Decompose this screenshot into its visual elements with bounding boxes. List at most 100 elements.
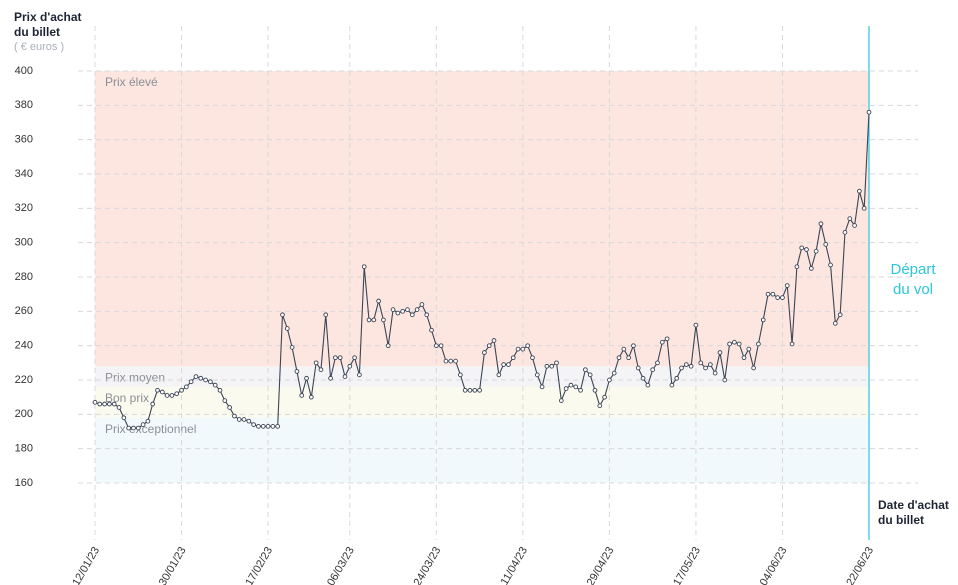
price-point	[669, 382, 675, 388]
price-point	[746, 346, 752, 352]
price-point	[756, 341, 761, 347]
price-point	[227, 405, 232, 410]
price-point	[111, 401, 117, 407]
price-point	[659, 339, 665, 345]
price-point	[289, 345, 295, 350]
price-point	[347, 363, 353, 369]
band-label: Prix moyen	[105, 370, 165, 384]
band-label: Prix exceptionnel	[105, 422, 196, 436]
price-point	[419, 302, 425, 307]
price-point	[832, 321, 838, 326]
price-point	[587, 372, 593, 378]
price-point	[390, 307, 396, 312]
price-point	[655, 360, 660, 366]
price-point	[544, 363, 550, 369]
x-tick-label: 17/05/23	[671, 545, 703, 585]
price-point	[270, 424, 276, 429]
price-point	[698, 360, 704, 366]
price-point	[784, 283, 790, 288]
price-point	[183, 384, 189, 390]
x-tick-label: 04/06/23	[758, 545, 790, 585]
price-point	[381, 317, 386, 323]
price-point	[573, 384, 579, 390]
price-point	[635, 365, 641, 371]
price-point	[284, 326, 290, 331]
bands: Prix élevé Prix moyen Bon prix Prix excepti…	[95, 71, 869, 483]
price-point	[251, 422, 256, 427]
price-point	[299, 393, 305, 398]
price-point	[448, 358, 454, 364]
price-point	[405, 307, 410, 312]
price-point	[842, 230, 848, 235]
price-point	[318, 367, 324, 373]
price-point	[775, 295, 781, 300]
price-point	[92, 399, 98, 405]
price-point	[794, 264, 800, 270]
price-point	[126, 425, 132, 431]
price-point	[328, 375, 333, 381]
y-axis-unit: ( € euros )	[14, 41, 64, 53]
price-point	[563, 386, 569, 391]
y-tick-label: 160	[15, 477, 33, 489]
price-point	[501, 362, 506, 367]
annotation: Départ	[890, 261, 936, 278]
price-point	[741, 355, 747, 361]
price-point	[631, 343, 636, 349]
price-point	[371, 317, 377, 323]
price-point	[496, 372, 502, 378]
price-point	[549, 363, 555, 369]
price-point	[462, 387, 468, 393]
price-point	[857, 188, 862, 194]
price-point	[712, 370, 718, 376]
price-point	[539, 384, 545, 390]
price-point	[554, 360, 559, 366]
x-tick-label: 30/01/23	[157, 545, 189, 585]
price-point	[304, 375, 309, 381]
price-point	[458, 372, 463, 378]
price-point	[583, 367, 588, 373]
price-point	[145, 418, 151, 424]
y-tick-label: 320	[15, 202, 33, 214]
band	[95, 71, 869, 367]
price-point	[164, 393, 170, 398]
price-point	[847, 216, 853, 221]
price-point	[366, 317, 372, 323]
price-point	[241, 417, 247, 422]
price-point	[621, 346, 627, 352]
price-point	[515, 346, 521, 352]
price-point	[491, 338, 497, 343]
y-tick-label: 220	[15, 374, 33, 386]
price-point	[530, 355, 535, 361]
price-point	[467, 387, 473, 393]
price-point	[770, 291, 776, 297]
y-tick-label: 340	[15, 168, 33, 180]
price-point	[616, 355, 622, 361]
price-point	[217, 387, 223, 393]
price-point	[174, 391, 180, 397]
price-point	[679, 365, 684, 371]
price-point	[650, 367, 656, 373]
price-point	[116, 405, 122, 410]
price-point	[232, 413, 237, 419]
price-point	[828, 262, 833, 268]
price-point	[664, 336, 670, 342]
x-tick-label: 17/02/23	[243, 545, 275, 585]
price-point	[135, 425, 141, 431]
price-point	[246, 418, 252, 424]
price-point	[453, 358, 458, 364]
y-axis-title: Prix d'achat	[14, 10, 82, 24]
x-tick-label: 11/04/23	[499, 545, 530, 585]
band	[95, 366, 869, 387]
y-axis-title: du billet	[14, 25, 60, 39]
band-label: Bon prix	[105, 391, 149, 405]
marks	[92, 109, 872, 431]
price-point	[294, 369, 300, 374]
price-point	[780, 295, 785, 300]
price-point	[102, 401, 107, 407]
price-point	[361, 264, 367, 270]
price-point	[179, 387, 184, 393]
price-point	[193, 374, 199, 379]
price-point	[385, 343, 391, 349]
price-point	[212, 382, 218, 388]
